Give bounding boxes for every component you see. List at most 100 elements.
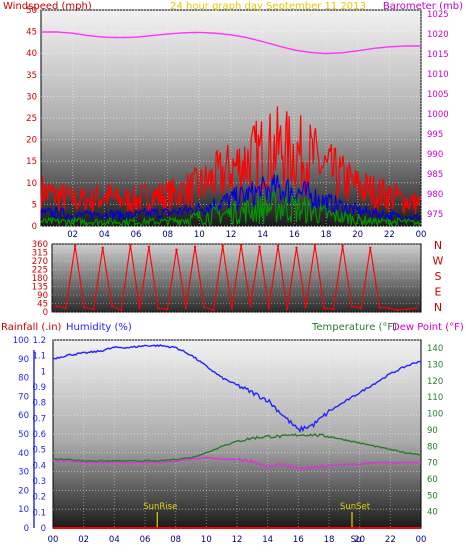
y-tick-label: 140 bbox=[427, 344, 443, 354]
direction-letter: N bbox=[434, 239, 442, 252]
data-point bbox=[193, 245, 197, 248]
x-tick-label: 16 bbox=[293, 535, 304, 545]
wind-baro-axes: 0510152025303540455097598098599099510001… bbox=[26, 6, 448, 240]
y-tick-label: 35 bbox=[26, 71, 37, 81]
series-line bbox=[52, 344, 422, 434]
sunrise-label: SunRise bbox=[143, 502, 177, 512]
direction-letter: E bbox=[435, 286, 442, 299]
data-point bbox=[147, 245, 151, 248]
humidity-temp-axes: 010203040506070809010000.10.20.30.40.50.… bbox=[13, 336, 443, 545]
y-tick-label: 0 bbox=[24, 524, 29, 534]
y-tick-label: 0.9 bbox=[32, 383, 46, 393]
data-point bbox=[286, 308, 289, 311]
y-tick-label: 0.3 bbox=[32, 477, 46, 487]
y-tick-label: 1015 bbox=[427, 50, 449, 60]
y-tick-label: 40 bbox=[18, 449, 29, 459]
wind-direction-series bbox=[55, 243, 418, 312]
y-tick-label: 1000 bbox=[427, 110, 449, 120]
x-tick-label: 12 bbox=[232, 535, 243, 545]
y-tick-label: 1020 bbox=[427, 30, 449, 40]
series-line bbox=[40, 174, 422, 222]
data-point bbox=[304, 306, 307, 309]
data-point bbox=[166, 308, 169, 311]
data-point bbox=[378, 306, 381, 309]
x-tick-label: 04 bbox=[109, 535, 120, 545]
y-tick-label: 180 bbox=[32, 274, 48, 284]
y-tick-label: 985 bbox=[427, 170, 443, 180]
y-tick-label: 995 bbox=[427, 130, 443, 140]
y-tick-label: 315 bbox=[32, 249, 48, 259]
y-tick-label: 15 bbox=[26, 157, 37, 167]
data-point bbox=[230, 307, 234, 310]
data-point bbox=[101, 246, 104, 249]
x-tick-label: 02 bbox=[78, 535, 89, 545]
data-point bbox=[249, 305, 252, 308]
series-line bbox=[56, 244, 417, 311]
y-tick-label: 1.2 bbox=[32, 336, 46, 346]
data-point bbox=[258, 245, 261, 248]
y-tick-label: 0.5 bbox=[32, 446, 46, 456]
series-line bbox=[41, 31, 421, 55]
data-point bbox=[221, 244, 224, 248]
y-tick-label: 60 bbox=[427, 475, 438, 485]
y-tick-label: 990 bbox=[427, 150, 443, 160]
y-tick-label: 45 bbox=[26, 28, 37, 38]
x-tick-label: 08 bbox=[170, 535, 181, 545]
data-point bbox=[110, 305, 114, 308]
data-point bbox=[322, 307, 326, 310]
y-tick-label: 50 bbox=[427, 491, 438, 501]
data-point bbox=[267, 307, 270, 310]
y-tick-label: 80 bbox=[427, 442, 438, 452]
data-point bbox=[369, 246, 372, 249]
y-tick-label: 980 bbox=[427, 190, 443, 200]
data-point bbox=[396, 308, 400, 312]
y-tick-label: 1025 bbox=[427, 10, 449, 20]
y-tick-label: 60 bbox=[18, 411, 29, 421]
series-line bbox=[40, 189, 422, 228]
y-tick-label: 270 bbox=[32, 257, 48, 267]
x-tick-label: 02 bbox=[67, 230, 78, 240]
data-point bbox=[184, 307, 187, 310]
x-tick-label: 18 bbox=[324, 535, 335, 545]
x-tick-label: 06 bbox=[140, 535, 151, 545]
x-tick-label: 22 bbox=[384, 230, 395, 240]
data-point bbox=[83, 306, 86, 309]
data-point bbox=[313, 243, 317, 247]
x-tick-label: 12 bbox=[226, 230, 237, 240]
y-tick-label: 100 bbox=[13, 336, 29, 346]
y-tick-label: 50 bbox=[26, 6, 37, 16]
data-point bbox=[120, 308, 123, 312]
y-tick-label: 1010 bbox=[427, 70, 449, 80]
y-tick-label: 50 bbox=[18, 430, 29, 440]
data-point bbox=[138, 307, 141, 310]
x-tick-label: 16 bbox=[289, 230, 300, 240]
y-tick-label: 975 bbox=[427, 210, 443, 220]
x-tick-label: 14 bbox=[262, 535, 273, 545]
y-tick-label: 45 bbox=[37, 300, 48, 310]
wind-baro-grid bbox=[41, 9, 422, 227]
data-point bbox=[415, 307, 418, 310]
y-tick-label: 10 bbox=[18, 505, 29, 515]
direction-letter: W bbox=[433, 255, 444, 268]
y-tick-label: 5 bbox=[32, 200, 37, 210]
chart-date-title: 24 hour graph day September 11 2013 bbox=[170, 1, 366, 12]
data-point bbox=[175, 248, 178, 251]
rainfall-axis-title: Rainfall (.in) bbox=[1, 322, 62, 333]
y-tick-label: 90 bbox=[427, 426, 438, 436]
x-tick-label: 14 bbox=[257, 230, 268, 240]
y-tick-label: 130 bbox=[427, 361, 443, 371]
direction-letter: N bbox=[434, 301, 442, 314]
y-tick-label: 0.2 bbox=[32, 493, 46, 503]
x-tick-sun-abbrev: Su bbox=[351, 535, 362, 545]
data-point bbox=[406, 308, 409, 311]
data-point bbox=[73, 244, 77, 248]
data-point bbox=[332, 308, 335, 311]
y-tick-label: 0 bbox=[41, 524, 46, 534]
x-tick-label: 04 bbox=[99, 230, 110, 240]
y-tick-label: 1.1 bbox=[32, 352, 46, 362]
data-point bbox=[212, 308, 215, 312]
temperature-axis-title: Temperature (°F) bbox=[311, 322, 397, 333]
data-point bbox=[295, 246, 298, 249]
y-tick-label: 225 bbox=[32, 266, 48, 276]
x-tick-label: 00 bbox=[416, 230, 427, 240]
